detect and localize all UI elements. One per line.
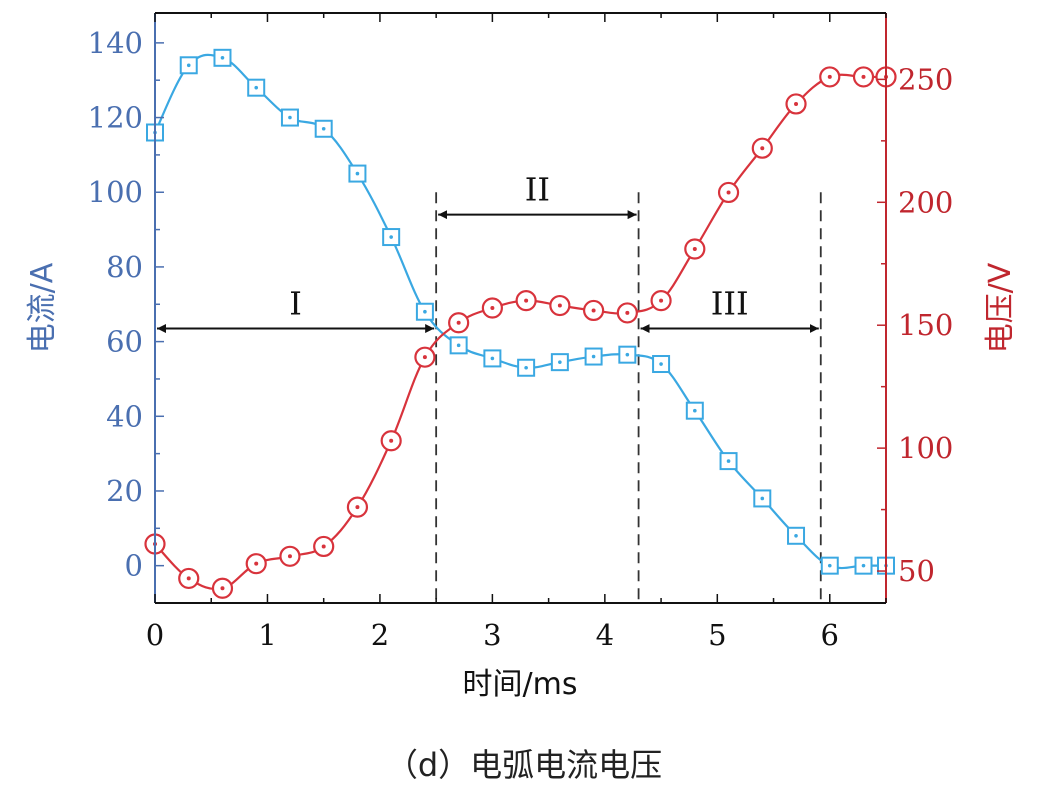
region-label: II [525, 171, 550, 209]
right-y-tick-label: 200 [898, 185, 953, 219]
x-axis-label: 时间/ms [463, 667, 578, 702]
current-point-dot [524, 365, 528, 370]
left-y-tick-label: 60 [106, 325, 143, 359]
x-tick-label: 6 [821, 618, 839, 652]
voltage-point-dot [827, 74, 832, 79]
left-y-tick-label: 20 [106, 474, 143, 508]
voltage-point-dot [659, 298, 664, 303]
current-point-dot [220, 56, 225, 60]
region-label: III [711, 285, 749, 323]
voltage-point-dot [220, 586, 225, 591]
voltage-point-dot [625, 310, 630, 315]
current-point-dot [625, 352, 630, 357]
x-tick-label: 3 [483, 618, 501, 652]
x-tick-label: 0 [146, 618, 164, 652]
voltage-point-dot [490, 306, 495, 310]
voltage-point-dot [321, 544, 326, 549]
voltage-point-dot [524, 298, 529, 303]
voltage-point-dot [186, 576, 191, 581]
left-y-tick-label: 100 [88, 175, 143, 209]
y-axis-label-right: 电压/V [983, 262, 1018, 353]
voltage-point-dot [355, 505, 360, 510]
series-line-current [154, 53, 886, 570]
voltage-point-dot [692, 247, 697, 251]
voltage-point-dot [557, 303, 562, 308]
voltage-point-dot [726, 190, 731, 195]
current-point-dot [186, 63, 191, 68]
current-point-dot [659, 362, 663, 366]
right-y-tick-label: 100 [898, 431, 953, 465]
current-point-dot [321, 126, 326, 131]
current-point-dot [827, 563, 832, 568]
voltage-point-dot [389, 438, 394, 443]
current-point-dot [355, 171, 360, 176]
current-point-dot [591, 354, 596, 359]
x-tick-label: 2 [371, 618, 389, 652]
series-line-voltage [154, 73, 886, 591]
current-point-dot [794, 533, 798, 538]
series-markers [144, 48, 897, 599]
current-point-dot [726, 459, 731, 463]
left-y-tick-label: 80 [106, 250, 143, 284]
current-point-dot [760, 496, 765, 501]
y-axis-label-left: 电流/A [25, 262, 60, 353]
current-point-dot [861, 563, 866, 568]
voltage-point-dot [591, 308, 596, 313]
x-tick-label: 4 [596, 618, 614, 652]
current-point-dot [423, 309, 427, 314]
series-lines [154, 53, 886, 591]
right-y-tick-label: 250 [898, 62, 953, 96]
voltage-point-dot [861, 74, 866, 79]
current-point-dot [288, 115, 292, 120]
voltage-point-dot [287, 554, 292, 559]
right-y-tick-label: 150 [898, 308, 953, 342]
x-tick-label: 5 [708, 618, 726, 652]
current-point-dot [254, 85, 259, 90]
current-point-dot [490, 356, 495, 361]
current-point-dot [389, 235, 393, 239]
right-y-tick-label: 50 [898, 554, 935, 588]
left-y-tick-label: 120 [88, 101, 143, 135]
current-point-dot [558, 360, 562, 364]
voltage-point-dot [456, 320, 461, 325]
figure-caption: （d）电弧电流电压 [385, 746, 663, 784]
voltage-point-dot [422, 355, 427, 360]
voltage-point-dot [254, 561, 259, 566]
current-point-dot [456, 343, 461, 348]
left-y-tick-label: 140 [88, 26, 143, 60]
left-y-tick-label: 0 [125, 549, 143, 583]
region-label: I [289, 285, 302, 323]
left-y-tick-label: 40 [106, 399, 143, 433]
voltage-point-dot [794, 101, 799, 106]
current-point-dot [693, 408, 697, 413]
x-tick-label: 1 [258, 618, 276, 652]
voltage-point-dot [760, 146, 765, 151]
